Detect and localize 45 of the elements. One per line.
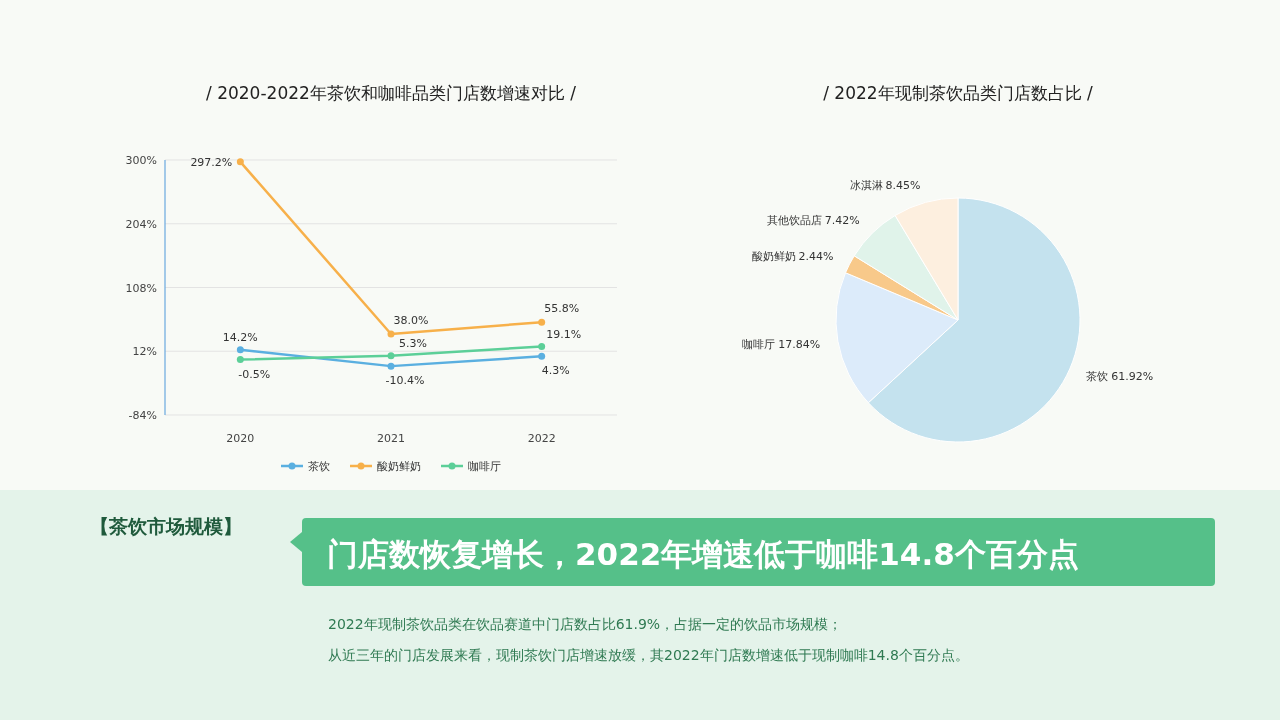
slice-label: 酸奶鲜奶 xyxy=(751,249,796,263)
legend-label: 咖啡厅 xyxy=(468,460,501,473)
legend-label: 酸奶鲜奶 xyxy=(377,460,421,473)
point xyxy=(538,318,546,326)
data-label: 4.3% xyxy=(541,364,570,378)
slice-label: 茶饮 xyxy=(1086,370,1109,384)
data-label: 8.45% xyxy=(885,179,921,193)
data-label: 7.42% xyxy=(824,214,860,228)
y-tick-label: 108% xyxy=(125,281,157,295)
point xyxy=(387,362,395,370)
text: 门店数恢复增长，2022年增速低于咖啡14.8个百分点 xyxy=(327,536,1079,572)
data-label: 14.2% xyxy=(222,330,258,344)
x-tick-label: 2022 xyxy=(527,432,556,445)
y-tick-label: -84% xyxy=(128,409,157,422)
point xyxy=(538,352,546,360)
x-tick-label: 2020 xyxy=(226,432,255,445)
data-label: 297.2% xyxy=(190,155,233,169)
chart-title: / 2022年现制茶饮品类门店数占比 / xyxy=(823,83,1094,103)
point xyxy=(236,158,244,166)
text: 【茶饮市场规模】 xyxy=(90,515,242,537)
data-label: 61.92% xyxy=(1111,370,1154,384)
data-label: -0.5% xyxy=(238,367,271,381)
y-tick-label: 300% xyxy=(125,154,157,167)
point xyxy=(538,343,546,351)
point xyxy=(236,356,244,364)
point xyxy=(387,330,395,338)
data-label: 38.0% xyxy=(393,313,429,327)
slice-label: 其他饮品店 xyxy=(766,214,822,228)
slice-label: 冰淇淋 xyxy=(849,179,883,193)
chart-title: / 2020-2022年茶饮和咖啡品类门店数增速对比 / xyxy=(206,83,577,103)
y-tick-label: 204% xyxy=(125,217,157,231)
data-label: 55.8% xyxy=(544,302,580,316)
text: 2022年现制茶饮品类在饮品赛道中门店数占比61.9%，占据一定的饮品市场规模； xyxy=(328,616,843,632)
x-tick-label: 2021 xyxy=(377,432,405,445)
legend-label: 茶饮 xyxy=(308,460,330,473)
slice-label: 咖啡厅 xyxy=(742,338,776,352)
data-label: 5.3% xyxy=(399,336,427,350)
point xyxy=(236,346,244,354)
data-label: 2.44% xyxy=(798,249,834,263)
y-tick-label: 12% xyxy=(132,345,157,359)
data-label: 17.84% xyxy=(778,338,821,352)
data-label: 19.1% xyxy=(546,327,582,341)
data-label: -10.4% xyxy=(385,374,425,388)
text: 从近三年的门店发展来看，现制茶饮门店增速放缓，其2022年门店数增速低于现制咖啡14.8个百分点。 xyxy=(328,647,969,663)
point xyxy=(387,352,395,360)
